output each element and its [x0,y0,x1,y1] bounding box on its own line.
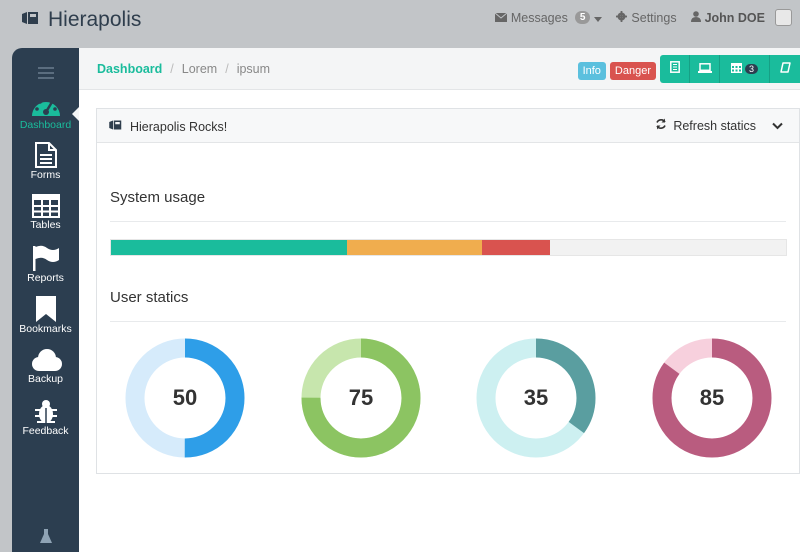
system-usage-progress [110,239,787,256]
breadcrumb-ipsum[interactable]: ipsum [236,62,271,76]
refresh-icon[interactable] [655,118,667,133]
laptop-icon [697,60,712,78]
sidebar-item-forms[interactable]: Forms [12,142,79,181]
table-icon [12,194,79,218]
user-menu[interactable]: John DOE [690,9,800,26]
donut-chart-1: 50 [125,338,245,458]
panel-title: Hierapolis Rocks! [109,119,227,134]
sidebar-item-label: Dashboard [19,119,72,131]
sidebar-item-feedback[interactable]: Feedback [12,398,79,437]
calendar-button[interactable]: 3 [720,55,770,83]
messages-menu[interactable]: Messages 5 [494,10,603,25]
laptop-button[interactable] [690,55,720,83]
tag-button[interactable] [770,55,800,83]
breadcrumb-lorem[interactable]: Lorem [181,62,218,76]
sidebar: Dashboard Forms Tables Reports Bookmarks… [12,48,80,552]
active-indicator [72,106,80,122]
info-label: Info [577,61,606,80]
panel-title-text: Hierapolis Rocks! [130,119,228,134]
avatar [775,9,792,26]
settings-label: Settings [631,10,677,25]
settings-link[interactable]: Settings [616,10,677,25]
sidebar-item-dashboard[interactable]: Dashboard [12,94,79,131]
sidebar-item-label: Tables [30,219,61,231]
breadcrumb-separator: / [225,62,229,76]
user-statics-title: User statics [110,289,189,306]
envelope-icon [494,11,508,25]
system-usage-title: System usage [110,189,206,206]
messages-count-badge: 5 [574,11,591,24]
donut-arc [301,338,421,458]
breadcrumb-bar: Dashboard / Lorem / ipsum Info Danger 3 [79,48,800,90]
top-nav: Messages 5 Settings John DOE [494,9,800,26]
donut-value: 35 [523,385,549,410]
brand[interactable]: Hierapolis [22,8,141,32]
panel-actions: Refresh statics [655,118,783,133]
donut-arc [652,338,772,458]
donut-chart-3: 35 [476,338,596,458]
breadcrumb-dashboard[interactable]: Dashboard [97,62,163,76]
sidebar-item-label: Feedback [22,425,69,437]
user-icon [690,10,701,25]
hamburger-menu-icon[interactable] [38,67,54,82]
progress-segment-3 [482,240,550,255]
stats-panel: Hierapolis Rocks! Refresh statics System… [96,108,800,474]
messages-label: Messages [510,10,568,25]
sidebar-item-label: Bookmarks [19,323,72,335]
sidebar-item-tables[interactable]: Tables [12,194,79,231]
header-actions: Info Danger 3 [577,55,800,83]
main-content: Dashboard / Lorem / ipsum Info Danger 3 [79,48,800,552]
donut-arc [125,338,245,458]
progress-segment-2 [347,240,483,255]
panel-header: Hierapolis Rocks! Refresh statics [97,109,799,143]
sidebar-item-label: Forms [30,169,61,181]
bookmark-icon [12,296,79,322]
chevron-down-icon[interactable] [772,119,783,133]
flask-icon [40,529,52,548]
calendar-count-badge: 3 [744,64,758,74]
gear-icon [616,10,628,25]
divider [110,221,786,222]
donut-value: 75 [348,385,374,410]
donut-arc [476,338,596,458]
sidebar-item-label: Reports [27,272,64,284]
breadcrumb-separator: / [170,62,174,76]
sidebar-item-reports[interactable]: Reports [12,245,79,284]
tag-icon [779,60,791,78]
donut-chart-4: 85 [652,338,772,458]
sidebar-item-bookmarks[interactable]: Bookmarks [12,296,79,335]
donut-value: 85 [699,385,725,410]
progress-segment-1 [111,240,348,255]
document-button[interactable] [660,55,690,83]
user-name: John DOE [704,10,765,25]
calendar-icon [730,60,742,78]
sidebar-item-backup[interactable]: Backup [12,348,79,385]
logo-icon [109,119,123,134]
dashboard-icon [12,94,79,118]
cloud-icon [12,348,79,372]
sidebar-item-label: Backup [27,373,64,385]
top-navbar: Hierapolis Messages 5 Settings John DOE [0,0,800,42]
danger-label: Danger [609,61,656,80]
bug-icon [12,398,79,424]
donut-value: 50 [172,385,198,410]
caret-down-icon [594,11,603,25]
app-title: Hierapolis [48,8,142,31]
flag-icon [12,245,79,271]
breadcrumb: Dashboard / Lorem / ipsum [97,62,270,76]
refresh-statics-button[interactable]: Refresh statics [673,118,756,133]
toolbar-button-group: 3 [660,55,800,83]
file-text-icon [12,142,79,168]
donut-chart-2: 75 [301,338,421,458]
document-icon [669,60,680,78]
divider [110,321,786,322]
logo-icon [22,10,40,31]
